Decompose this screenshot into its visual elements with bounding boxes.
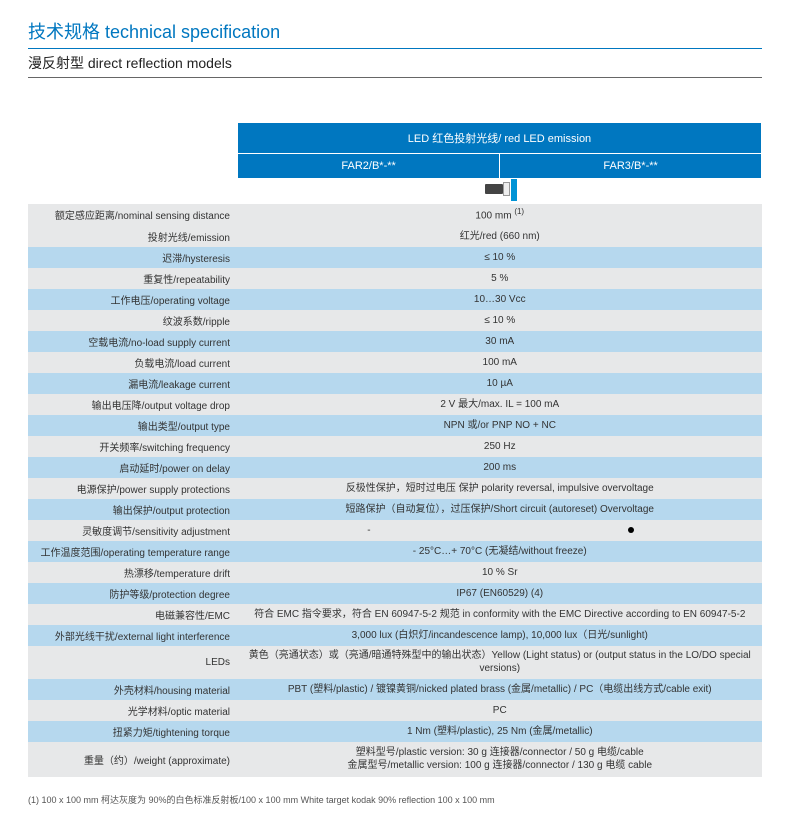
- row-label: 热漂移/temperature drift: [28, 562, 238, 583]
- page-subtitle: 漫反射型 direct reflection models: [28, 53, 762, 78]
- row-label: 外壳材料/housing material: [28, 679, 238, 700]
- row-value: PBT (塑料/plastic) / 镀镍黄铜/nicked plated br…: [238, 679, 762, 700]
- row-value: 短路保护（自动复位），过压保护/Short circuit (autoreset…: [238, 499, 762, 520]
- row-label: 迟滞/hysteresis: [28, 247, 238, 268]
- row-label: 工作温度范围/operating temperature range: [28, 541, 238, 562]
- row-value: - 25°C…+ 70°C (无凝结/without freeze): [238, 541, 762, 562]
- row-label: LEDs: [28, 646, 238, 679]
- row-label: 电源保护/power supply protections: [28, 478, 238, 499]
- row-value-1: -: [238, 520, 500, 541]
- row-label: 输出保护/output protection: [28, 499, 238, 520]
- row-value: 符合 EMC 指令要求，符合 EN 60947-5-2 规范 in confor…: [238, 604, 762, 625]
- row-label: 防护等级/protection degree: [28, 583, 238, 604]
- sensor-icon: [481, 179, 519, 201]
- row-value: 250 Hz: [238, 436, 762, 457]
- row-label: 光学材料/optic material: [28, 700, 238, 721]
- header-group: LED 红色投射光线/ red LED emission: [238, 123, 762, 154]
- row-label: 投射光线/emission: [28, 226, 238, 247]
- header-col1: FAR2/B*-**: [238, 154, 500, 179]
- dot-icon: [628, 527, 634, 533]
- row-value: 塑料型号/plastic version: 30 g 连接器/connector…: [238, 742, 762, 777]
- spec-table: LED 红色投射光线/ red LED emission FAR2/B*-** …: [28, 123, 762, 777]
- row-value: 黄色（亮通状态）或（亮通/暗通特殊型中的输出状态）Yellow (Light s…: [238, 646, 762, 679]
- page-title: 技术规格 technical specification: [28, 18, 762, 49]
- row-value: 3,000 lux (白炽灯/incandescence lamp), 10,0…: [238, 625, 762, 646]
- row-label: 工作电压/operating voltage: [28, 289, 238, 310]
- row-label: 扭紧力矩/tightening torque: [28, 721, 238, 742]
- row-value: 100 mm (1): [238, 204, 762, 226]
- row-label: 开关频率/switching frequency: [28, 436, 238, 457]
- row-value: 2 V 最大/max. IL = 100 mA: [238, 394, 762, 415]
- row-value: 10…30 Vcc: [238, 289, 762, 310]
- row-value: NPN 或/or PNP NO + NC: [238, 415, 762, 436]
- row-label: 输出电压降/output voltage drop: [28, 394, 238, 415]
- row-label: 空载电流/no-load supply current: [28, 331, 238, 352]
- footnote: (1) 100 x 100 mm 柯达灰度为 90%的白色标准反射板/100 x…: [28, 793, 762, 806]
- row-label: 重复性/repeatability: [28, 268, 238, 289]
- row-label: 重量（约）/weight (approximate): [28, 742, 238, 777]
- row-label: 外部光线干扰/external light interference: [28, 625, 238, 646]
- row-value: ≤ 10 %: [238, 310, 762, 331]
- row-value: IP67 (EN60529) (4): [238, 583, 762, 604]
- row-value: ≤ 10 %: [238, 247, 762, 268]
- row-label: 漏电流/leakage current: [28, 373, 238, 394]
- row-value: 200 ms: [238, 457, 762, 478]
- row-label: 额定感应距离/nominal sensing distance: [28, 204, 238, 226]
- row-value: 1 Nm (塑料/plastic), 25 Nm (金属/metallic): [238, 721, 762, 742]
- row-value: 10 µA: [238, 373, 762, 394]
- row-value: 反极性保护，短时过电压 保护 polarity reversal, impuls…: [238, 478, 762, 499]
- row-label: 灵敏度调节/sensitivity adjustment: [28, 520, 238, 541]
- sensor-image-cell: 100 mm (1): [238, 179, 762, 205]
- row-label: 电磁兼容性/EMC: [28, 604, 238, 625]
- header-col2: FAR3/B*-**: [500, 154, 762, 179]
- row-value: 10 % Sr: [238, 562, 762, 583]
- row-value: 5 %: [238, 268, 762, 289]
- row-label: 输出类型/output type: [28, 415, 238, 436]
- row-label: 负载电流/load current: [28, 352, 238, 373]
- row-label: 纹波系数/ripple: [28, 310, 238, 331]
- row-value: PC: [238, 700, 762, 721]
- row-value: 红光/red (660 nm): [238, 226, 762, 247]
- row-value-2: [500, 520, 762, 541]
- row-label: 启动延时/power on delay: [28, 457, 238, 478]
- row-value: 100 mA: [238, 352, 762, 373]
- row-value: 30 mA: [238, 331, 762, 352]
